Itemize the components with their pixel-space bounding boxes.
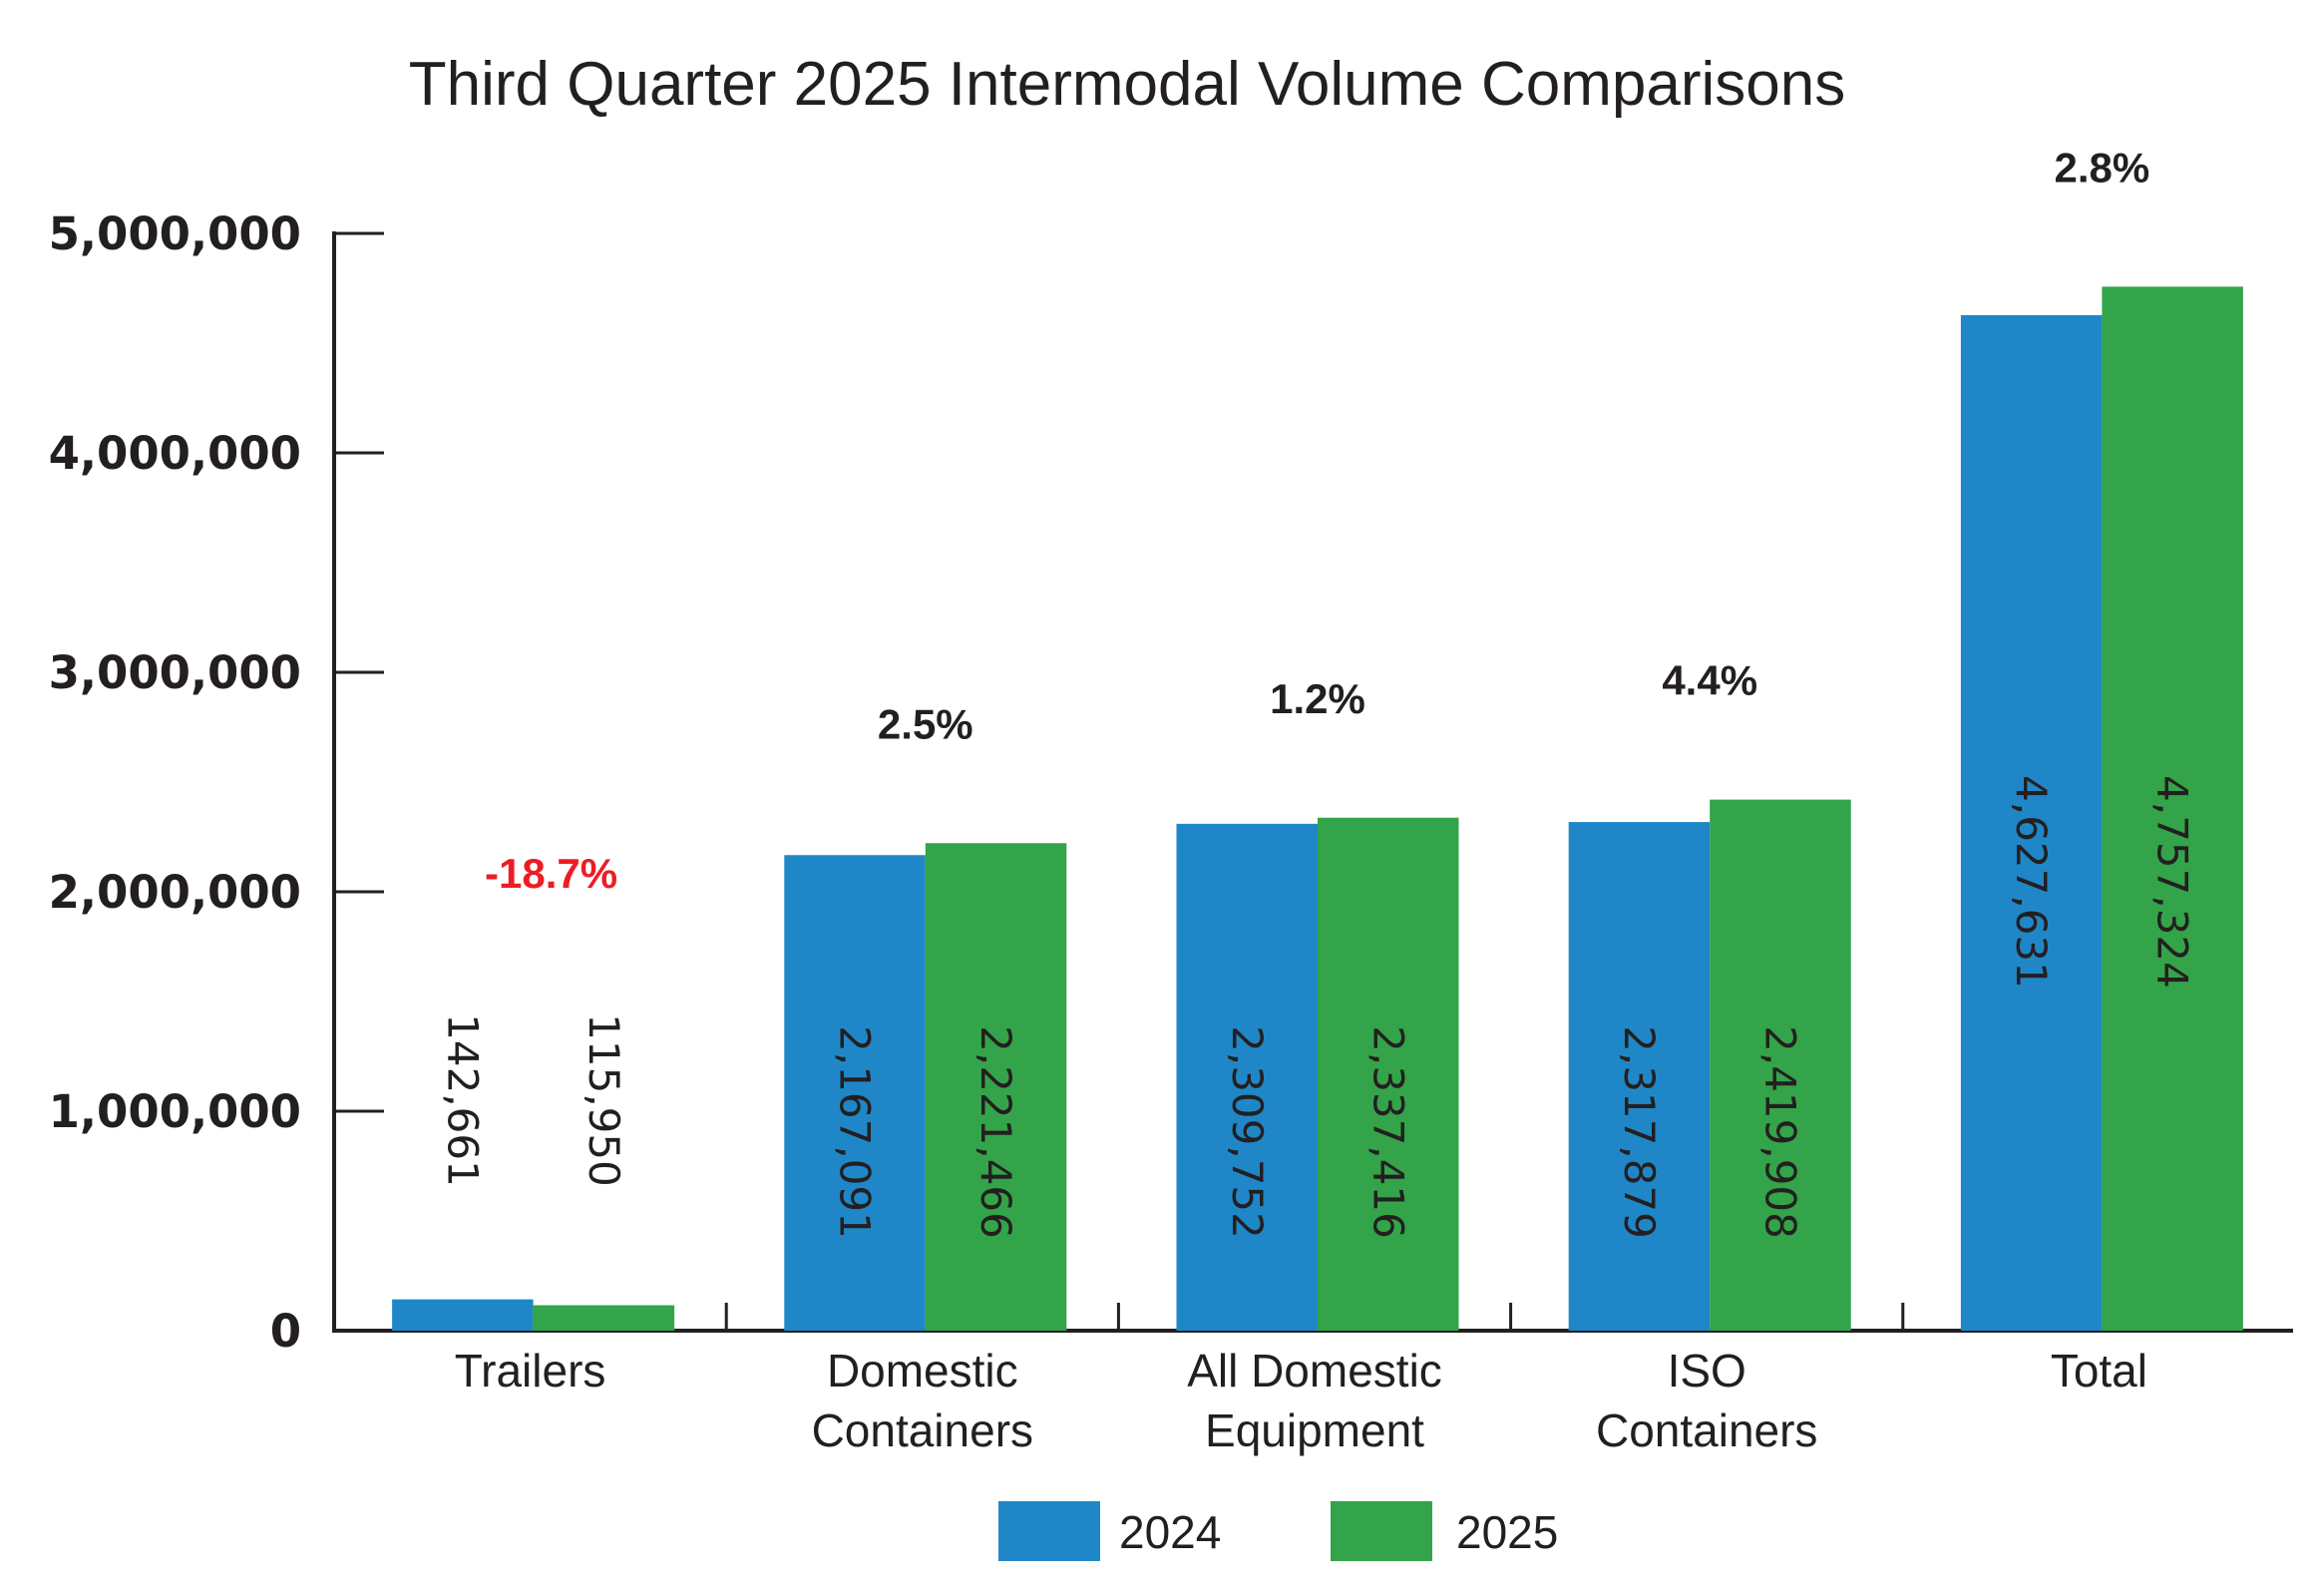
percent-change-label: -18.7% (485, 850, 617, 897)
percent-change-label: 2.8% (2055, 144, 2150, 191)
y-tick-label: 1,000,000 (49, 1085, 301, 1138)
bar-2025 (925, 843, 1067, 1331)
bar-2025 (2102, 286, 2243, 1332)
x-category-label: All Domestic Equipment (1187, 1345, 1442, 1456)
bar-2024 (1176, 823, 1318, 1331)
x-category-label: Domestic Containers (812, 1345, 1033, 1456)
y-tick-label: 5,000,000 (49, 207, 301, 260)
value-label: 2,419,908 (1755, 1025, 1804, 1239)
legend-swatch-2025 (1331, 1501, 1432, 1561)
legend-swatch-2024 (998, 1501, 1100, 1561)
y-tick-label: 4,000,000 (49, 427, 301, 480)
value-label: 2,317,879 (1615, 1025, 1664, 1239)
bar-2025 (533, 1305, 675, 1331)
bar-2024 (1568, 822, 1711, 1331)
x-category-label: Trailers (455, 1345, 606, 1396)
legend: 2024 2025 (998, 1501, 1558, 1561)
x-category-label: ISO Containers (1596, 1345, 1817, 1456)
bar-2025 (1318, 817, 1459, 1331)
legend-label: 2024 (1119, 1506, 1221, 1558)
legend-label: 2025 (1456, 1506, 1558, 1558)
bars (392, 286, 2243, 1332)
data-labels: 142,661 115,950 -18.7% 2,167,091 2,221,466 2.… (438, 144, 2196, 1238)
x-axis: Trailers Domestic Containers All Domestic Eq… (332, 1303, 2293, 1456)
value-label: 2,167,091 (831, 1025, 880, 1239)
percent-change-label: 2.5% (878, 700, 973, 747)
value-label: 4,627,631 (2007, 775, 2056, 989)
y-tick-label: 2,000,000 (49, 866, 301, 919)
value-label: 142,661 (438, 1013, 487, 1187)
percent-change-label: 4.4% (1662, 657, 1757, 704)
percent-change-label: 1.2% (1270, 675, 1365, 722)
value-label: 2,337,416 (1363, 1025, 1412, 1239)
bar-2024 (1960, 314, 2103, 1332)
bar-2025 (1710, 799, 1851, 1331)
y-axis: 0 1,000,000 2,000,000 3,000,000 4,000,000 5,0… (49, 207, 384, 1358)
value-label: 4,757,324 (2148, 775, 2197, 989)
value-label: 115,950 (580, 1013, 628, 1187)
y-tick-label: 3,000,000 (49, 646, 301, 699)
chart-title: Third Quarter 2025 Intermodal Volume Com… (409, 50, 1845, 119)
x-category-label: Total (2051, 1345, 2147, 1396)
value-label: 2,221,466 (971, 1025, 1020, 1239)
value-label: 2,309,752 (1223, 1025, 1272, 1239)
y-tick-label: 0 (270, 1305, 301, 1358)
bar-2024 (392, 1299, 534, 1331)
bar-2024 (784, 855, 926, 1331)
